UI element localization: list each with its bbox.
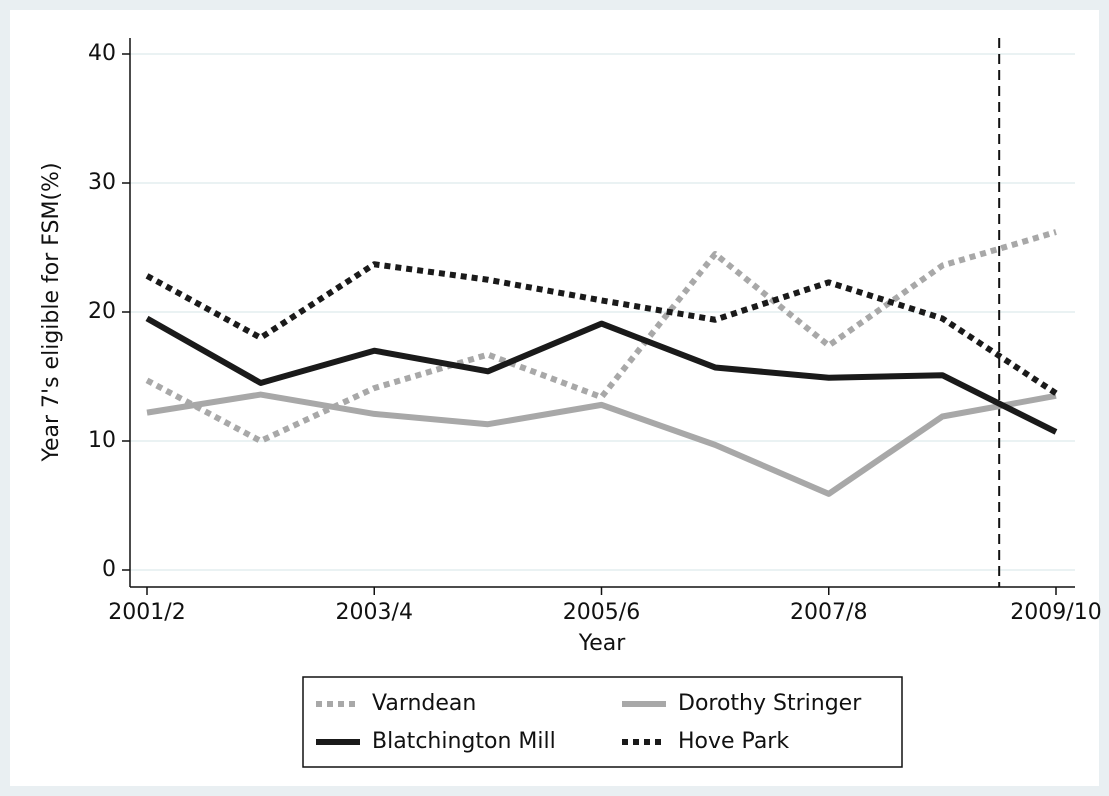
y-tick-label: 30 xyxy=(88,170,116,195)
y-tick-label: 0 xyxy=(102,557,116,582)
x-axis-title: Year xyxy=(578,631,627,656)
legend-box xyxy=(302,676,903,768)
x-tick-label: 2001/2 xyxy=(108,600,185,625)
y-tick-label: 10 xyxy=(88,428,116,453)
graph-region xyxy=(10,10,1099,786)
y-tick-label: 20 xyxy=(88,299,116,324)
legend-label: Blatchington Mill xyxy=(372,729,556,754)
series-line xyxy=(146,391,1057,497)
legend-label: Dorothy Stringer xyxy=(678,691,862,716)
x-tick-label: 2005/6 xyxy=(563,600,640,625)
x-tick-label: 2009/10 xyxy=(1010,600,1101,625)
y-axis-title: Year 7's eligible for FSM(%) xyxy=(39,162,64,462)
x-tick-label: 2003/4 xyxy=(336,600,413,625)
legend-label: Hove Park xyxy=(678,729,789,754)
y-tick-label: 40 xyxy=(88,41,116,66)
series-line xyxy=(145,229,1057,444)
series-line xyxy=(145,315,1058,435)
legend-label: Varndean xyxy=(372,691,476,716)
x-tick-label: 2007/8 xyxy=(790,600,867,625)
